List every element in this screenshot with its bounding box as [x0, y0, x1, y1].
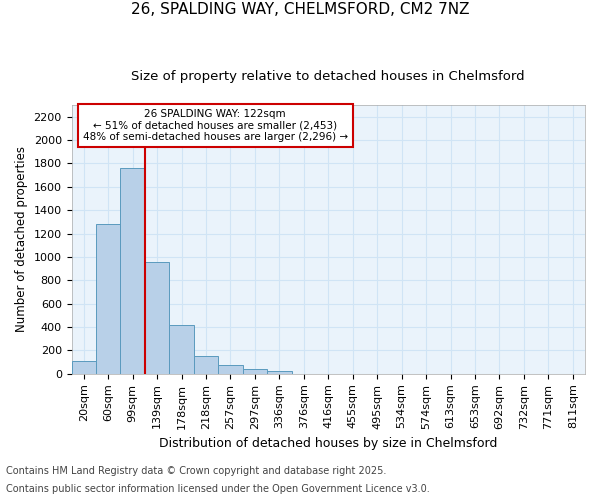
Text: 26, SPALDING WAY, CHELMSFORD, CM2 7NZ: 26, SPALDING WAY, CHELMSFORD, CM2 7NZ [131, 2, 469, 18]
X-axis label: Distribution of detached houses by size in Chelmsford: Distribution of detached houses by size … [159, 437, 497, 450]
Bar [121, 168, 145, 374]
Bar [169, 324, 194, 374]
Bar [96, 224, 121, 374]
Y-axis label: Number of detached properties: Number of detached properties [15, 146, 28, 332]
Text: Contains HM Land Registry data © Crown copyright and database right 2025.: Contains HM Land Registry data © Crown c… [6, 466, 386, 476]
Title: Size of property relative to detached houses in Chelmsford: Size of property relative to detached ho… [131, 70, 525, 83]
Bar [71, 361, 96, 374]
Text: Contains public sector information licensed under the Open Government Licence v3: Contains public sector information licen… [6, 484, 430, 494]
Text: 26 SPALDING WAY: 122sqm
← 51% of detached houses are smaller (2,453)
48% of semi: 26 SPALDING WAY: 122sqm ← 51% of detache… [83, 109, 348, 142]
Bar [242, 369, 267, 374]
Bar [145, 262, 169, 374]
Bar [194, 356, 218, 374]
Bar [267, 371, 292, 374]
Bar [218, 365, 242, 374]
